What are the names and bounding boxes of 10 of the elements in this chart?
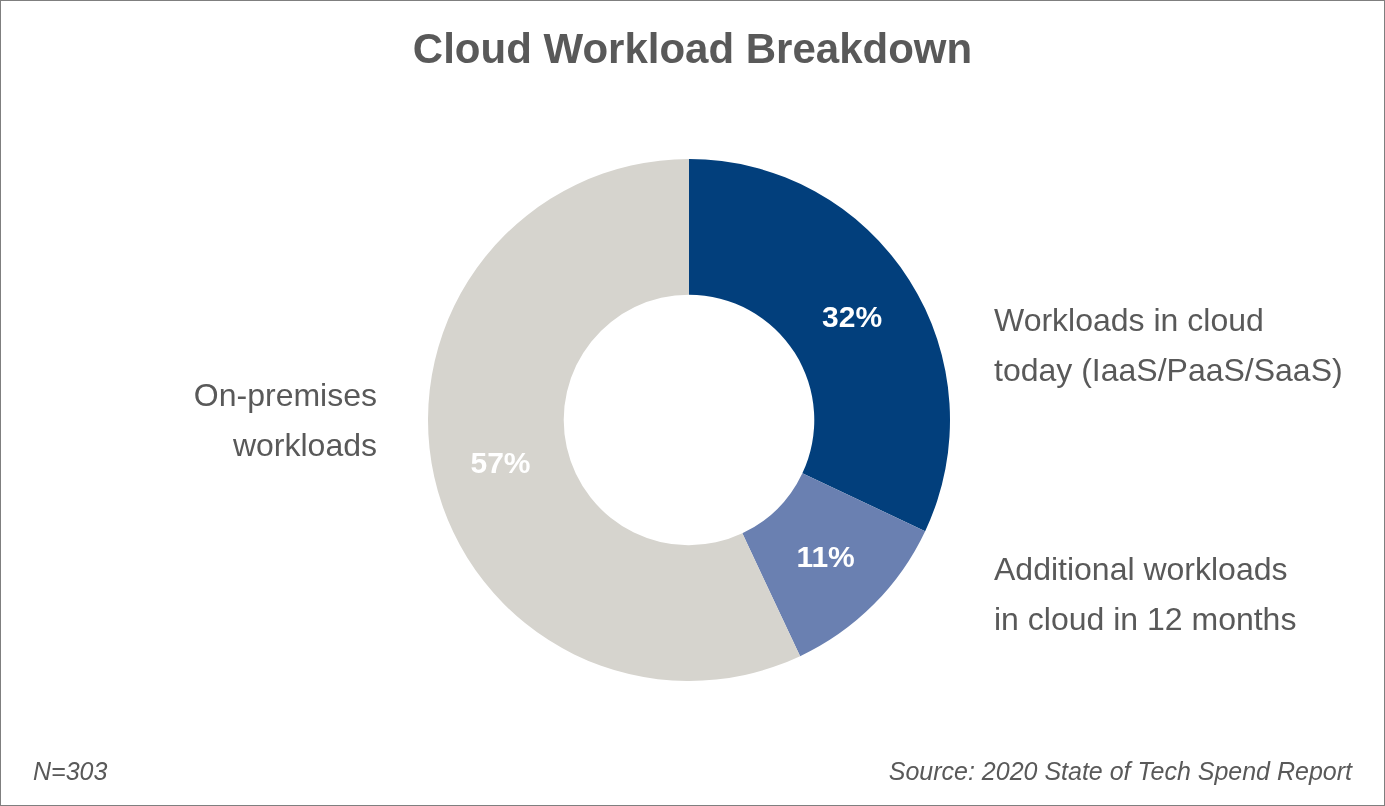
slice-label: Additional workloads in cloud in 12 months bbox=[994, 550, 1297, 637]
data-label: 11% bbox=[796, 540, 855, 574]
chart-title: Cloud Workload Breakdown bbox=[412, 24, 973, 72]
slice-label: On-premises workloads bbox=[193, 377, 377, 464]
source-note: Source: 2020 State of Tech Spend Report bbox=[888, 756, 1354, 785]
data-label: 32% bbox=[822, 300, 883, 334]
donut-slice bbox=[742, 473, 926, 657]
slice-label: Workloads in cloud today (IaaS/PaaS/SaaS) bbox=[994, 302, 1343, 389]
donut-slice bbox=[689, 159, 950, 532]
text: N=303 bbox=[33, 756, 108, 785]
